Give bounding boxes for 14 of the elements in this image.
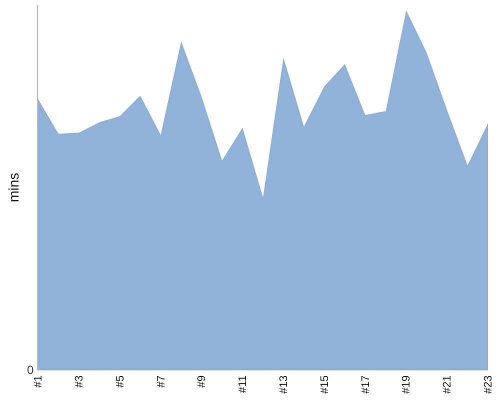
x-tick-label: #19 — [400, 375, 413, 394]
x-tick-label: #9 — [196, 375, 208, 388]
y-axis-title: mins — [6, 172, 22, 202]
x-tick-label: #15 — [318, 375, 331, 394]
x-tick-label: #1 — [32, 375, 45, 388]
x-tick-label: #5 — [114, 375, 126, 388]
x-tick-label: #11 — [237, 375, 250, 393]
x-tick-label: #21 — [442, 375, 454, 394]
x-tick-label: #7 — [155, 375, 168, 388]
x-tick-label: #13 — [278, 375, 290, 394]
x-tick-label: #3 — [73, 375, 86, 388]
x-tick-label: #17 — [360, 375, 372, 394]
x-tick-label: #23 — [482, 375, 495, 394]
text: 0 — [27, 363, 34, 377]
